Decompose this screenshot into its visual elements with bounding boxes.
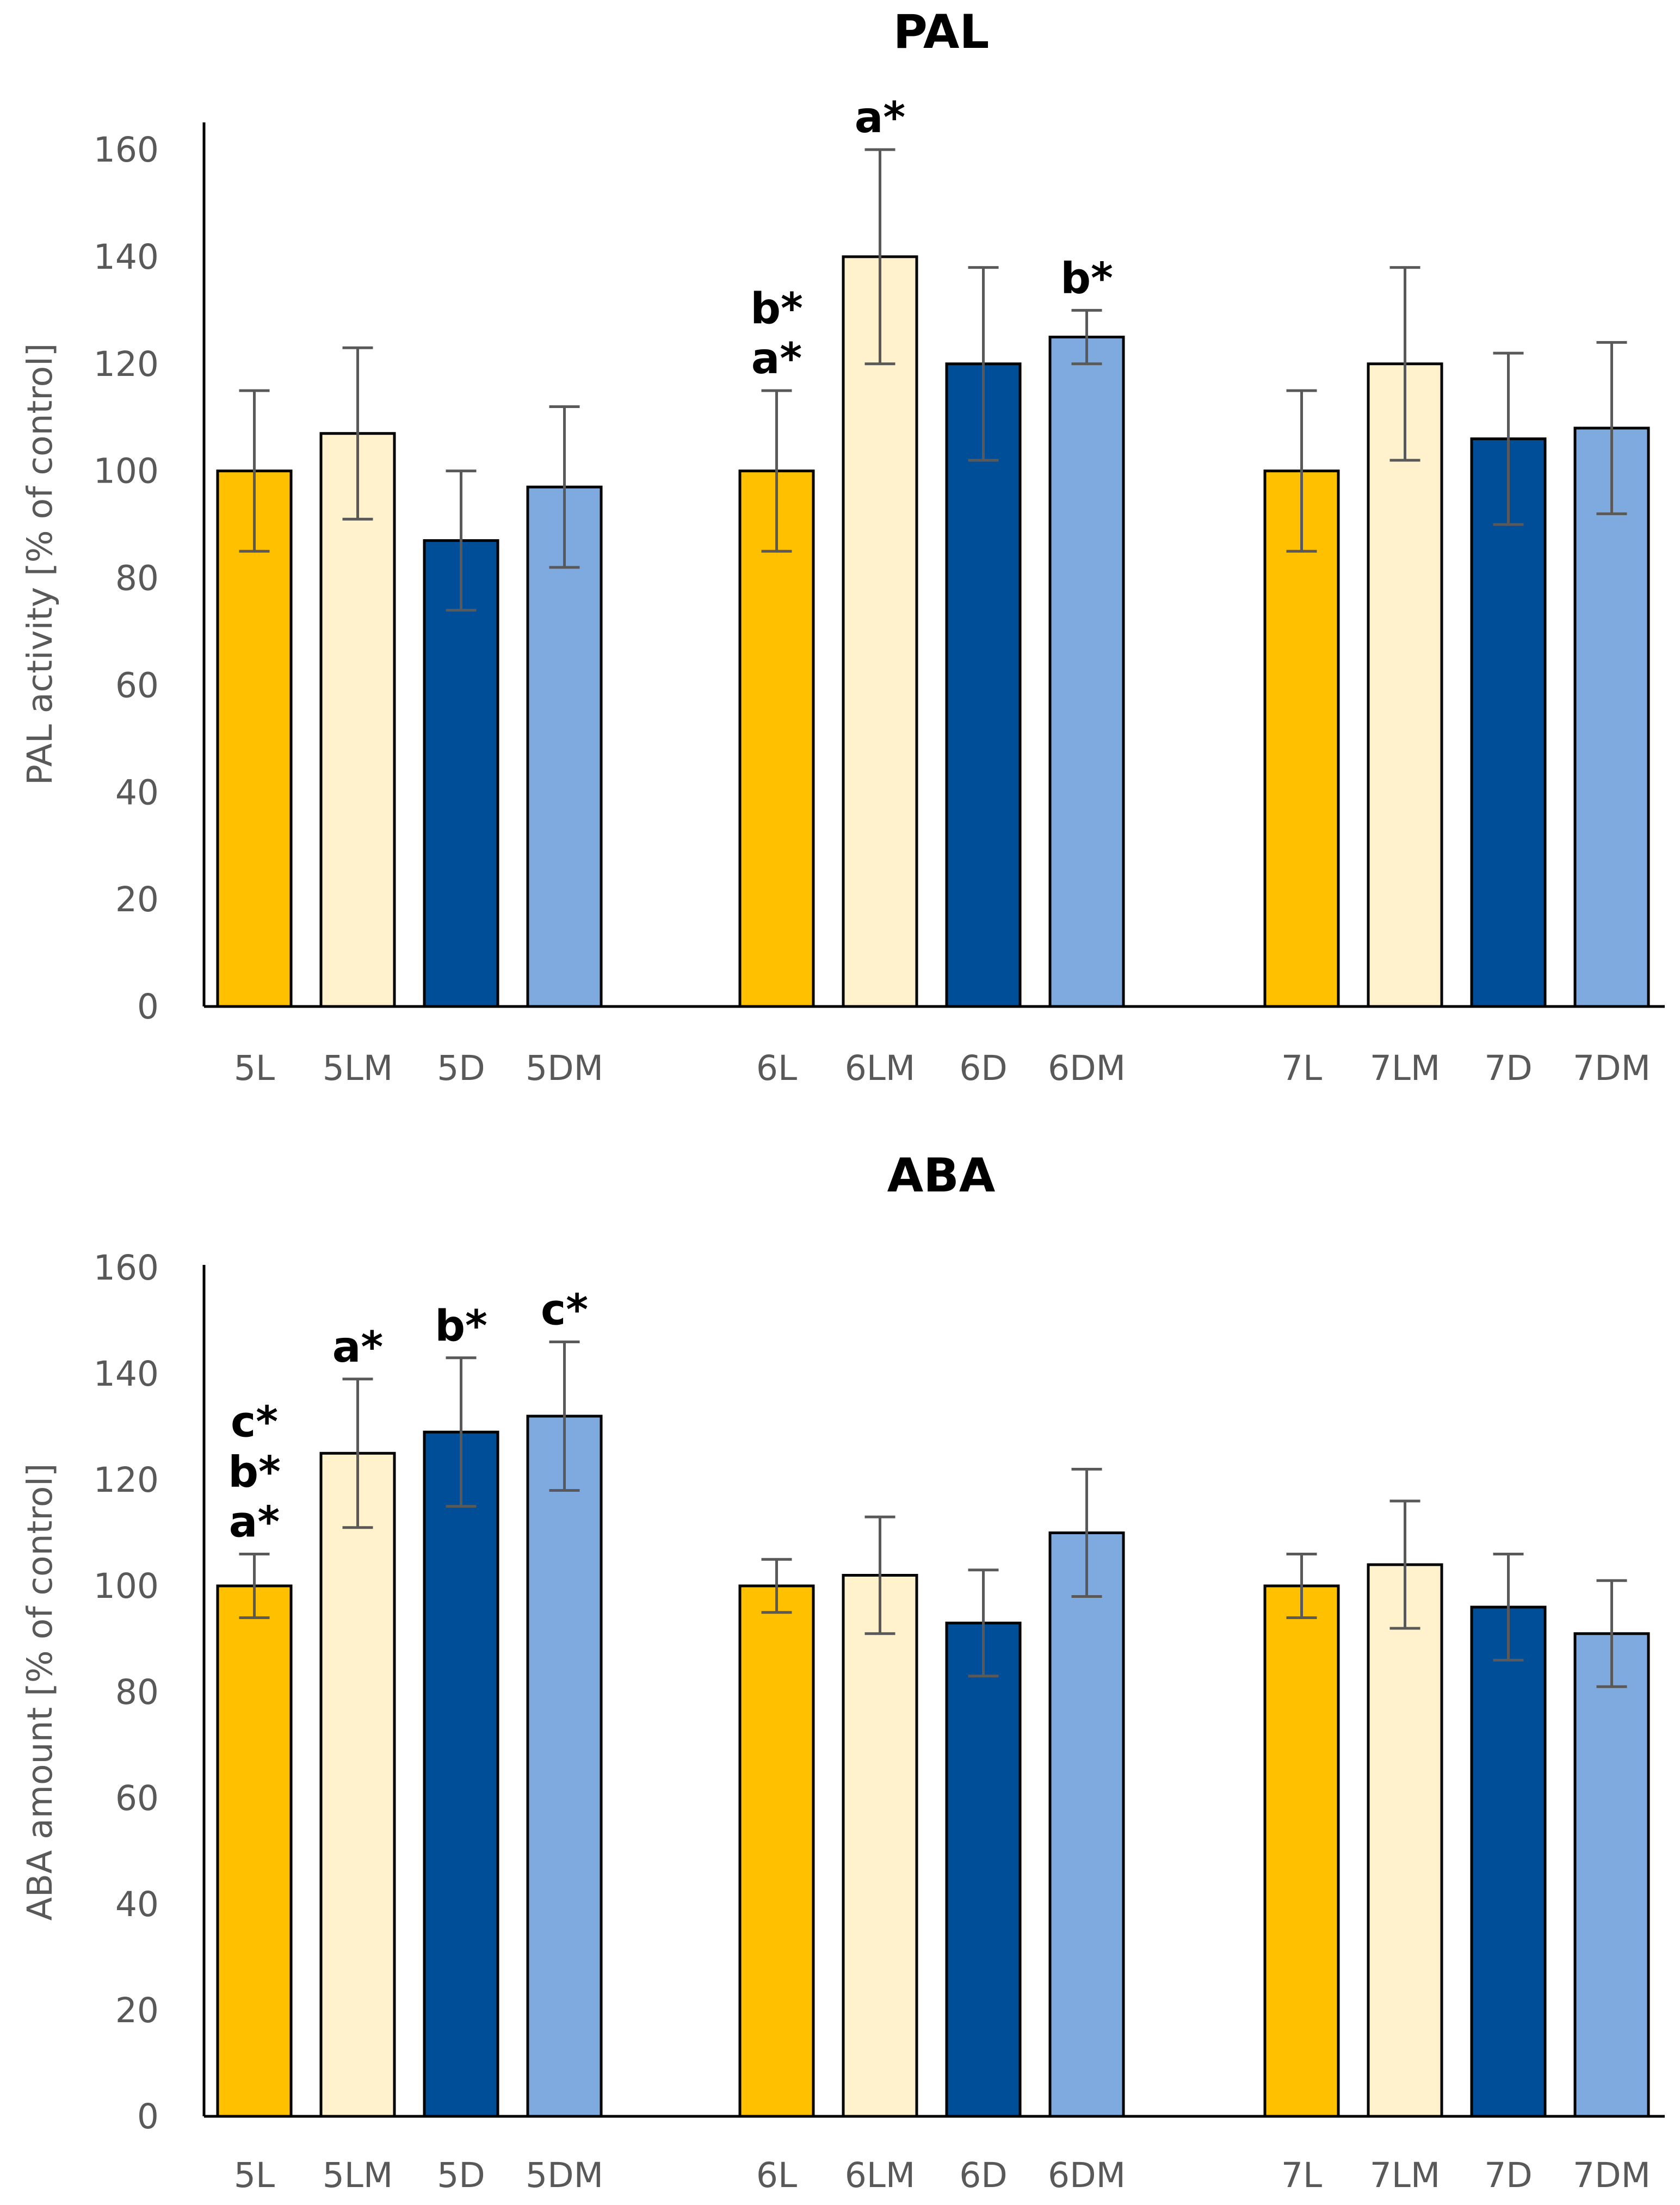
category-label: 7L [1281,2155,1322,2195]
y-axis-title: ABA amount [% of control] [20,1463,60,1921]
pal-chart: PAL PAL activity [% of control] 0 20 40 60 80 1… [20,5,1665,1088]
category-label: 6L [756,2155,797,2195]
y-tick-label: 60 [115,665,159,705]
y-tick-label: 80 [115,1672,159,1712]
significance-label: a* [229,1498,280,1547]
y-tick-label: 120 [94,1460,159,1500]
chart-title: PAL [893,5,990,59]
category-label: 6D [959,2155,1008,2195]
bar-5LM [319,1452,396,2118]
category-label: 5LM [323,1048,393,1088]
y-tick-label: 140 [94,1354,159,1394]
bar-5L [216,1584,293,2118]
bar-6DM [1048,1531,1125,2118]
category-label: 7LM [1370,1048,1441,1088]
bar-5L [216,470,293,1008]
bar-7D [1470,1605,1547,2118]
category-label: 6L [756,1048,797,1088]
category-label: 7LM [1370,2155,1441,2195]
category-label: 6DM [1048,2155,1126,2195]
significance-label: b* [750,285,803,333]
bar-6LM [842,1574,918,2118]
significance-label: a* [855,94,905,143]
category-label: 6LM [845,2155,916,2195]
aba-chart: ABA ABA amount [% of control] 0 20 40 60 80 100… [20,1148,1665,2195]
significance-label: a* [332,1323,383,1372]
y-tick-label: 80 [115,559,159,598]
bar-7L [1263,1584,1340,2118]
y-tick-label: 40 [115,1885,159,1924]
y-tick-label: 140 [94,237,159,277]
y-tick-label: 20 [115,1991,159,2030]
y-axis-title: PAL activity [% of control] [20,343,60,786]
y-tick-label: 160 [94,130,159,170]
category-label: 6D [959,1048,1008,1088]
category-label: 7D [1484,2155,1533,2195]
category-label: 5DM [526,2155,603,2195]
category-label: 6DM [1048,1048,1126,1088]
y-tick-label: 60 [115,1778,159,1818]
category-label: 5L [234,1048,275,1088]
y-tick-label: 100 [94,452,159,491]
significance-label: c* [541,1286,588,1335]
significance-label: b* [435,1302,487,1351]
y-tick-label: 0 [137,2097,159,2136]
bar-7D [1470,437,1547,1008]
chart-title: ABA [887,1148,996,1203]
category-label: 5LM [323,2155,393,2195]
bar-7LM [1367,362,1443,1008]
significance-label: a* [751,335,802,384]
bar-7DM [1573,427,1650,1008]
bar-7DM [1573,1632,1650,2118]
bar-7L [1263,470,1340,1008]
y-tick-label: 0 [137,987,159,1027]
y-tick-label: 100 [94,1566,159,1606]
significance-label: c* [231,1398,278,1447]
category-label: 5D [437,2155,485,2195]
bar-5D [423,1430,499,2118]
category-label: 5D [437,1048,485,1088]
category-label: 7L [1281,1048,1322,1088]
category-label: 7DM [1573,1048,1651,1088]
bar-7LM [1367,1563,1443,2118]
category-label: 7DM [1573,2155,1651,2195]
bar-6D [945,1621,1022,2118]
bar-6D [945,362,1022,1008]
bar-6L [738,1584,815,2118]
y-tick-label: 20 [115,880,159,919]
significance-label: b* [228,1448,281,1497]
category-label: 7D [1484,1048,1533,1088]
bar-5DM [526,1415,603,2118]
bar-6LM [842,255,918,1008]
y-tick-label: 40 [115,773,159,812]
bar-6DM [1048,336,1125,1008]
y-tick-label: 120 [94,344,159,384]
bar-5D [423,539,499,1008]
category-label: 5L [234,2155,275,2195]
significance-label: b* [1060,254,1113,303]
y-tick-label: 160 [94,1248,159,1288]
category-label: 6LM [845,1048,916,1088]
category-label: 5DM [526,1048,603,1088]
